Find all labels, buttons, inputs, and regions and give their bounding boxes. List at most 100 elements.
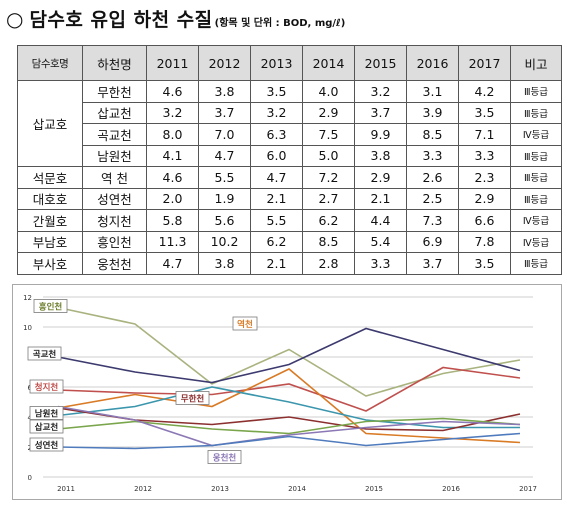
value-cell: 6.0 bbox=[250, 144, 303, 167]
series-label-곡교천: 곡교천 bbox=[33, 349, 57, 360]
lake-cell: 간월호 bbox=[17, 209, 83, 232]
table-row: 석문호 역 천 4.6 5.5 4.7 7.2 2.9 2.6 2.3 Ⅲ등급 bbox=[17, 166, 562, 189]
value-cell: 5.0 bbox=[302, 144, 355, 167]
y-tick-label: 12 bbox=[23, 294, 32, 302]
value-cell: 4.7 bbox=[146, 252, 199, 275]
series-label-box bbox=[29, 406, 64, 420]
series-label-역천: 역천 bbox=[237, 319, 253, 330]
bod-line-chart: 0246810122011201220132014201520162017흥인천… bbox=[12, 284, 562, 500]
note-cell: Ⅲ등급 bbox=[510, 252, 562, 275]
value-cell: 2.5 bbox=[406, 187, 459, 210]
value-cell: 3.7 bbox=[198, 101, 251, 124]
note-cell: Ⅲ등급 bbox=[510, 187, 562, 210]
value-cell: 5.5 bbox=[250, 209, 303, 232]
value-cell: 3.2 bbox=[146, 101, 199, 124]
value-cell: 4.7 bbox=[198, 144, 251, 167]
value-cell: 2.7 bbox=[302, 187, 355, 210]
value-cell: 5.8 bbox=[146, 209, 199, 232]
table-header-row: 담수호명 하천명 2011 2012 2013 2014 2015 2016 2… bbox=[17, 45, 562, 81]
header-lake: 담수호명 bbox=[17, 45, 83, 81]
header-2011: 2011 bbox=[146, 45, 199, 81]
stream-cell: 성연천 bbox=[82, 187, 147, 210]
header-2014: 2014 bbox=[302, 45, 355, 81]
series-line-곡교천 bbox=[57, 327, 521, 384]
series-line-청지천 bbox=[57, 366, 521, 412]
chart-svg: 0246810122011201220132014201520162017흥인천… bbox=[23, 294, 537, 493]
x-tick-label: 2014 bbox=[288, 485, 306, 493]
note-cell: Ⅲ등급 bbox=[510, 144, 562, 167]
stream-cell: 무한천 bbox=[82, 80, 147, 103]
value-cell: 5.5 bbox=[198, 166, 251, 189]
value-cell: 3.7 bbox=[406, 252, 459, 275]
series-line-흥인천 bbox=[57, 306, 521, 397]
value-cell: 6.2 bbox=[250, 230, 303, 253]
value-cell: 6.2 bbox=[302, 209, 355, 232]
value-cell: 7.0 bbox=[198, 123, 251, 146]
value-cell: 2.6 bbox=[406, 166, 459, 189]
value-cell: 8.0 bbox=[146, 123, 199, 146]
value-cell: 4.6 bbox=[146, 80, 199, 103]
series-label-남원천: 남원천 bbox=[35, 409, 59, 420]
lake-cell: 부남호 bbox=[17, 230, 83, 253]
x-tick-label: 2017 bbox=[519, 485, 537, 493]
series-label-삽교천: 삽교천 bbox=[35, 422, 59, 433]
stream-cell: 웅천천 bbox=[82, 252, 147, 275]
value-cell: 2.1 bbox=[250, 252, 303, 275]
value-cell: 1.9 bbox=[198, 187, 251, 210]
value-cell: 9.9 bbox=[354, 123, 407, 146]
note-cell: Ⅳ등급 bbox=[510, 230, 562, 253]
value-cell: 6.6 bbox=[458, 209, 511, 232]
value-cell: 7.2 bbox=[302, 166, 355, 189]
value-cell: 3.3 bbox=[458, 144, 511, 167]
title-bullet: ○ bbox=[6, 7, 24, 31]
x-tick-label: 2013 bbox=[211, 485, 229, 493]
value-cell: 3.9 bbox=[406, 101, 459, 124]
value-cell: 3.2 bbox=[250, 101, 303, 124]
value-cell: 2.9 bbox=[302, 101, 355, 124]
value-cell: 4.0 bbox=[302, 80, 355, 103]
note-cell: Ⅲ등급 bbox=[510, 101, 562, 124]
header-note: 비고 bbox=[510, 45, 562, 81]
series-label-청지천: 청지천 bbox=[35, 382, 59, 393]
value-cell: 5.6 bbox=[198, 209, 251, 232]
value-cell: 3.5 bbox=[250, 80, 303, 103]
title-unit: (항목 및 단위 : BOD, mg/ℓ) bbox=[214, 18, 346, 29]
header-2016: 2016 bbox=[406, 45, 459, 81]
value-cell: 5.4 bbox=[354, 230, 407, 253]
series-line-역천 bbox=[57, 368, 521, 444]
table-row: 대호호 성연천 2.0 1.9 2.1 2.7 2.1 2.5 2.9 Ⅲ등급 bbox=[17, 187, 562, 210]
value-cell: 2.1 bbox=[250, 187, 303, 210]
value-cell: 8.5 bbox=[406, 123, 459, 146]
value-cell: 4.4 bbox=[354, 209, 407, 232]
value-cell: 6.3 bbox=[250, 123, 303, 146]
title-main: 담수호 유입 하천 수질 bbox=[29, 9, 213, 31]
table-row: 부사호 웅천천 4.7 3.8 2.1 2.8 3.3 3.7 3.5 Ⅲ등급 bbox=[17, 252, 562, 275]
page-title: ○ 담수호 유입 하천 수질 (항목 및 단위 : BOD, mg/ℓ) bbox=[6, 4, 345, 34]
series-label-box bbox=[29, 437, 64, 452]
value-cell: 3.3 bbox=[406, 144, 459, 167]
series-label-웅천천: 웅천천 bbox=[213, 453, 237, 464]
stream-cell: 곡교천 bbox=[82, 123, 147, 146]
value-cell: 3.1 bbox=[406, 80, 459, 103]
x-tick-label: 2011 bbox=[57, 485, 75, 493]
value-cell: 8.5 bbox=[302, 230, 355, 253]
series-line-남원천 bbox=[57, 386, 520, 429]
series-label-무한천: 무한천 bbox=[181, 394, 205, 405]
value-cell: 3.8 bbox=[354, 144, 407, 167]
header-2012: 2012 bbox=[198, 45, 251, 81]
lake-cell: 부사호 bbox=[17, 252, 83, 275]
note-cell: Ⅲ등급 bbox=[510, 80, 562, 103]
stream-cell: 역 천 bbox=[82, 166, 147, 189]
x-tick-label: 2012 bbox=[134, 485, 152, 493]
series-label-box bbox=[29, 379, 64, 394]
value-cell: 2.1 bbox=[354, 187, 407, 210]
value-cell: 7.3 bbox=[406, 209, 459, 232]
series-label-box bbox=[207, 450, 242, 464]
series-label-box bbox=[175, 391, 210, 405]
x-tick-label: 2015 bbox=[365, 485, 383, 493]
series-label-box bbox=[29, 419, 64, 434]
stream-cell: 흥인천 bbox=[82, 230, 147, 253]
note-cell: Ⅲ등급 bbox=[510, 166, 562, 189]
table-row: 곡교천 8.0 7.0 6.3 7.5 9.9 8.5 7.1 Ⅳ등급 bbox=[18, 123, 562, 146]
value-cell: 3.8 bbox=[198, 252, 251, 275]
